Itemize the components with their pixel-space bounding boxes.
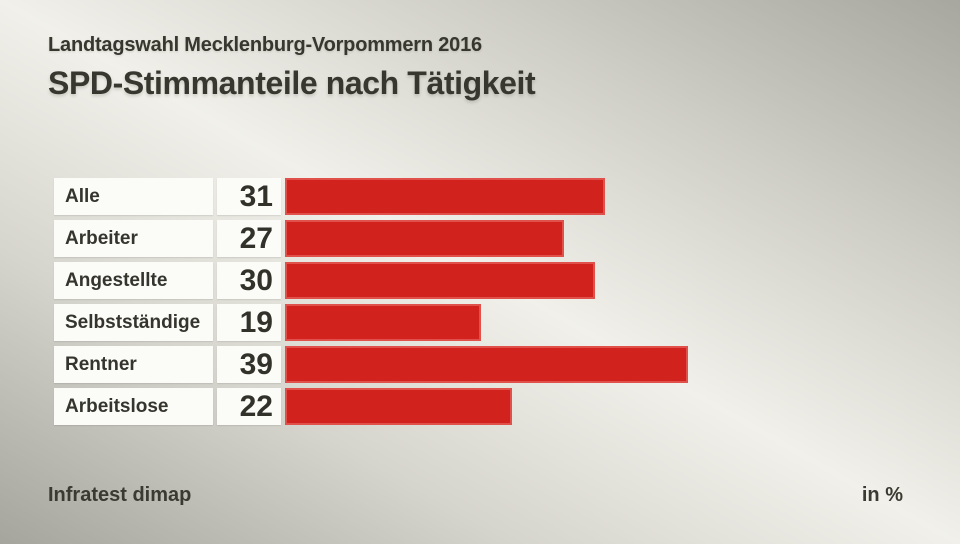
chart-row: Arbeitslose 22: [54, 388, 905, 425]
bar: [285, 220, 564, 257]
chart-header: Landtagswahl Mecklenburg-Vorpommern 2016…: [48, 33, 536, 102]
value-label: 19: [217, 304, 281, 341]
bar: [285, 346, 688, 383]
value-label: 22: [217, 388, 281, 425]
category-label: Selbstständige: [54, 304, 213, 341]
chart-row: Angestellte 30: [54, 262, 905, 299]
category-label: Arbeitslose: [54, 388, 213, 425]
chart-footer: Infratest dimap in %: [48, 484, 903, 507]
category-label: Arbeiter: [54, 220, 213, 257]
chart-row: Rentner 39: [54, 346, 905, 383]
bar: [285, 304, 482, 341]
category-label: Rentner: [54, 346, 213, 383]
value-label: 27: [217, 220, 281, 257]
chart-row: Alle 31: [54, 178, 905, 215]
bar-chart: Alle 31 Arbeiter 27 Angestellte 30 Selbstständ…: [54, 178, 905, 430]
bar: [285, 388, 513, 425]
bar-track: [285, 178, 905, 215]
value-label: 39: [217, 346, 281, 383]
chart-row: Selbstständige 19: [54, 304, 905, 341]
chart-title: SPD-Stimmanteile nach Tätigkeit: [48, 65, 536, 101]
source-label: Infratest dimap: [48, 484, 192, 506]
category-label: Angestellte: [54, 262, 213, 299]
bar-track: [285, 388, 905, 425]
bar-track: [285, 346, 905, 383]
bar-track: [285, 304, 905, 341]
value-label: 31: [217, 178, 281, 215]
unit-label: in %: [861, 484, 903, 506]
chart-subtitle: Landtagswahl Mecklenburg-Vorpommern 2016: [48, 34, 482, 56]
chart-row: Arbeiter 27: [54, 220, 905, 257]
bar: [285, 178, 606, 215]
bar-track: [285, 220, 905, 257]
value-label: 30: [217, 262, 281, 299]
bar: [285, 262, 595, 299]
category-label: Alle: [54, 178, 213, 215]
bar-track: [285, 262, 905, 299]
